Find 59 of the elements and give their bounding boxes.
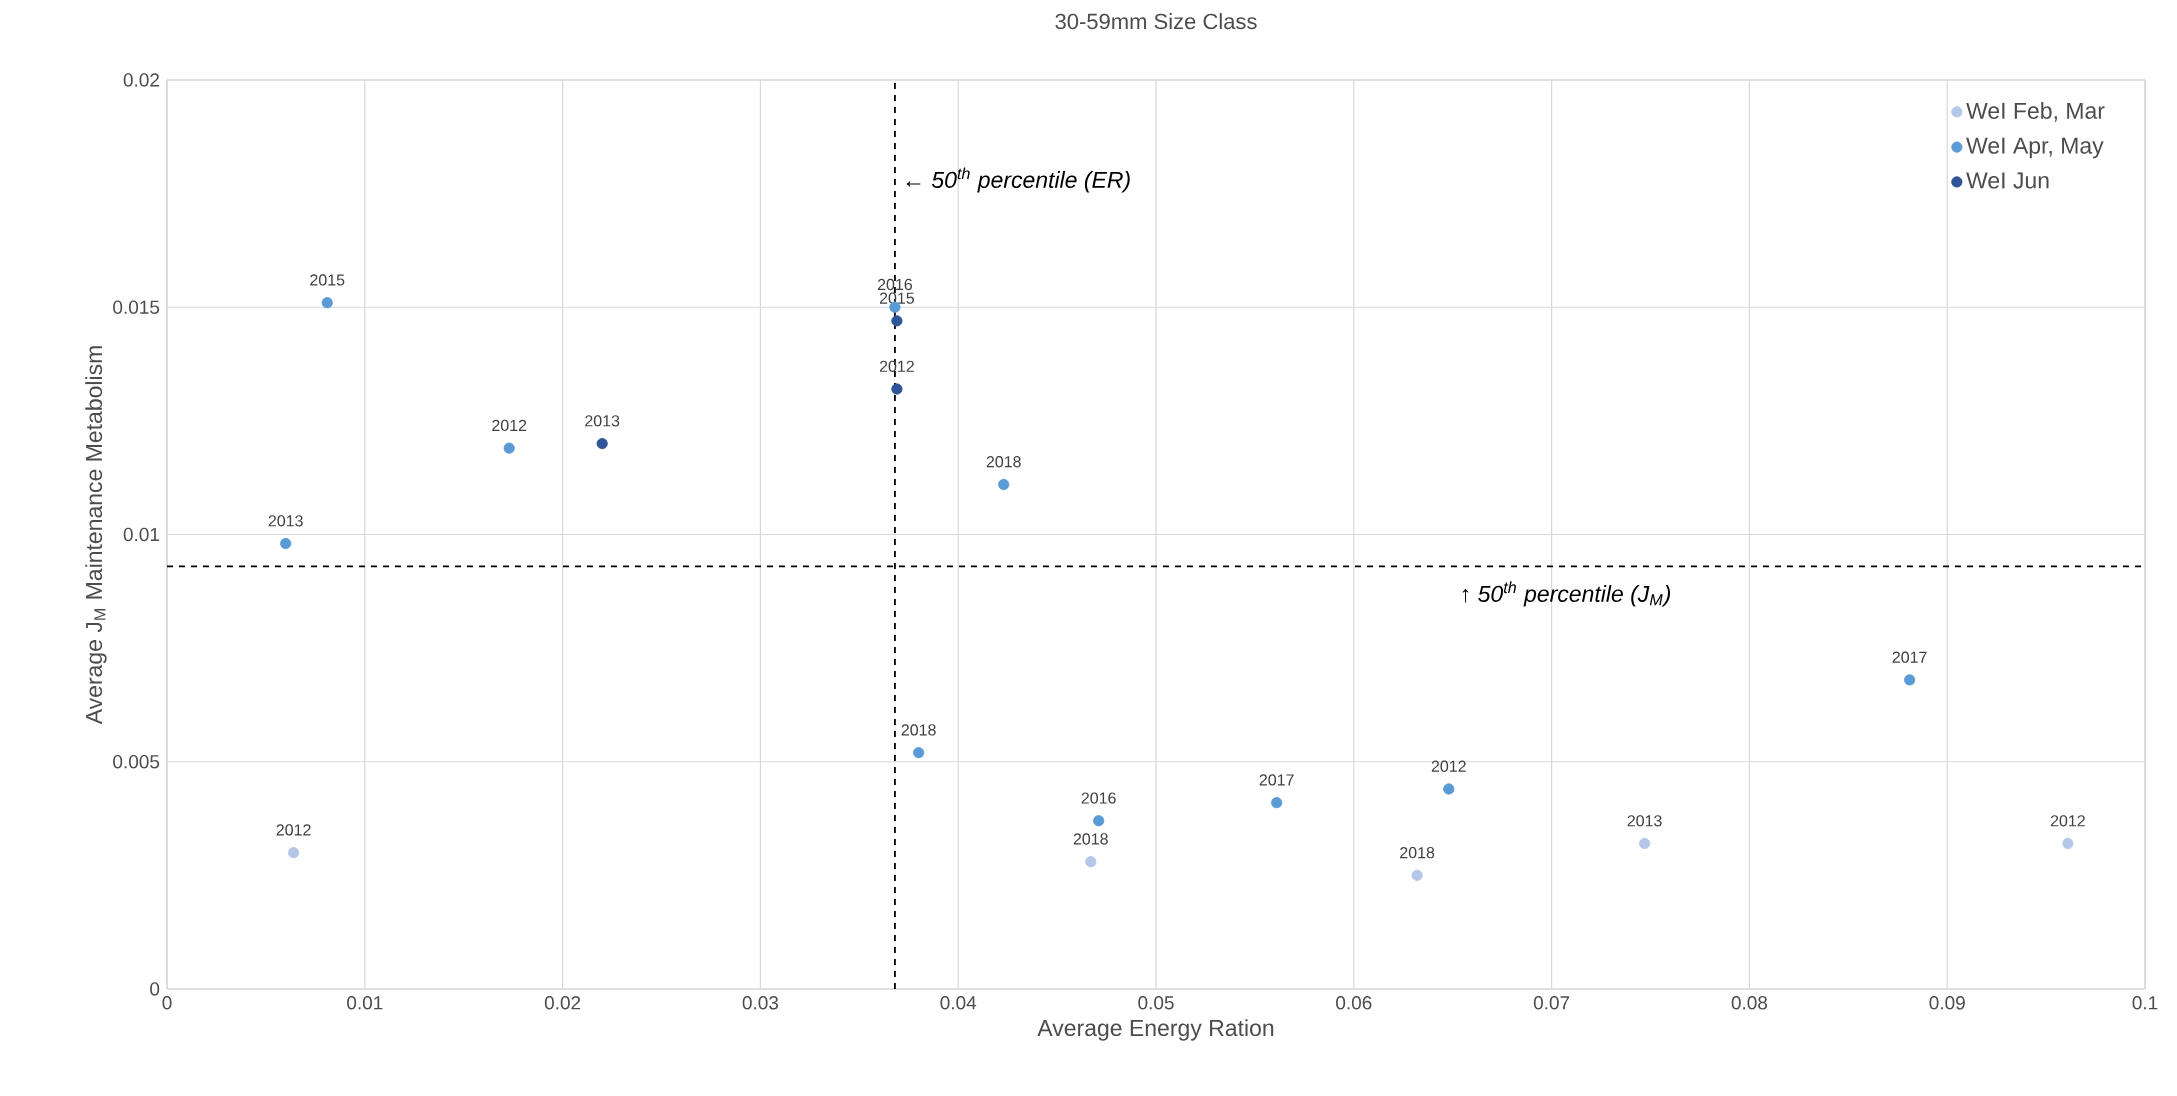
annotation: 2013 bbox=[585, 415, 620, 427]
x-axis-title: Average Energy Ration bbox=[1037, 1019, 1274, 1041]
legend-label: WeI Feb, Mar bbox=[1966, 102, 2105, 122]
annotation: 2017 bbox=[1892, 651, 1927, 663]
x-tick-label: 0 bbox=[162, 996, 172, 1010]
point bbox=[891, 315, 903, 327]
annotation: 2018 bbox=[901, 724, 936, 736]
point bbox=[1411, 869, 1423, 881]
x-tick-label: 0.07 bbox=[1533, 996, 1570, 1010]
point bbox=[1085, 856, 1097, 868]
annotation: 2013 bbox=[1627, 815, 1662, 827]
annotation: 2018 bbox=[1073, 833, 1108, 845]
x-tick-label: 0.03 bbox=[742, 996, 779, 1010]
y-tick-label: 0 bbox=[150, 982, 160, 996]
annotation: 2012 bbox=[879, 360, 914, 372]
y-tick-label: 0.02 bbox=[123, 73, 160, 87]
legend-label: WeI Apr, May bbox=[1966, 137, 2104, 159]
point bbox=[998, 478, 1010, 491]
annotation: 2015 bbox=[310, 274, 345, 286]
point bbox=[280, 537, 292, 550]
point bbox=[1904, 674, 1916, 686]
ref-line-label: ← 50$^{th}$ percentile (ER) bbox=[906, 167, 1130, 193]
x-tick-label: 0.01 bbox=[347, 996, 383, 1010]
x-tick-label: 0.04 bbox=[940, 996, 977, 1010]
point bbox=[288, 847, 300, 859]
point bbox=[503, 442, 515, 454]
point bbox=[1271, 797, 1283, 809]
annotation: 2016 bbox=[877, 278, 912, 291]
ref-line-label: ↑ 50$^{th}$ percentile (J$_{M}$) bbox=[1462, 581, 1671, 607]
chart-title: 30-59mm Size Class bbox=[1055, 13, 1257, 30]
annotation: 2016 bbox=[1081, 792, 1116, 804]
y-axis-title: Average J$_{M}$ Maintenance Metabolism bbox=[85, 346, 107, 725]
x-tick-label: 0.1 bbox=[2132, 996, 2158, 1010]
annotation: 2015 bbox=[879, 292, 915, 304]
x-tick-label: 0.05 bbox=[1138, 996, 1174, 1010]
x-tick-label: 0.06 bbox=[1336, 996, 1372, 1010]
annotation: 2018 bbox=[986, 456, 1021, 468]
point bbox=[913, 747, 925, 759]
x-tick-label: 0.02 bbox=[544, 996, 581, 1010]
x-tick-label: 0.08 bbox=[1731, 996, 1768, 1010]
point bbox=[1638, 837, 1651, 850]
annotation: 2012 bbox=[2050, 815, 2085, 827]
annotation: 2018 bbox=[1400, 846, 1435, 859]
point bbox=[1443, 783, 1455, 795]
annotation: 2012 bbox=[1431, 760, 1466, 772]
point bbox=[891, 383, 903, 395]
point bbox=[321, 297, 333, 309]
point bbox=[1093, 815, 1105, 827]
annotation: 2013 bbox=[268, 515, 303, 527]
legend-label: WeI Jun bbox=[1966, 172, 2049, 189]
point bbox=[596, 437, 608, 450]
y-tick-label: 0.01 bbox=[123, 527, 160, 542]
annotation: 2017 bbox=[1259, 774, 1294, 786]
y-tick-label: 0.005 bbox=[113, 755, 160, 769]
annotation: 2012 bbox=[492, 419, 527, 432]
y-tick-label: 0.015 bbox=[113, 300, 160, 314]
point bbox=[2062, 837, 2074, 850]
x-tick-label: 0.09 bbox=[1929, 996, 1965, 1010]
annotation: 2012 bbox=[276, 824, 311, 836]
